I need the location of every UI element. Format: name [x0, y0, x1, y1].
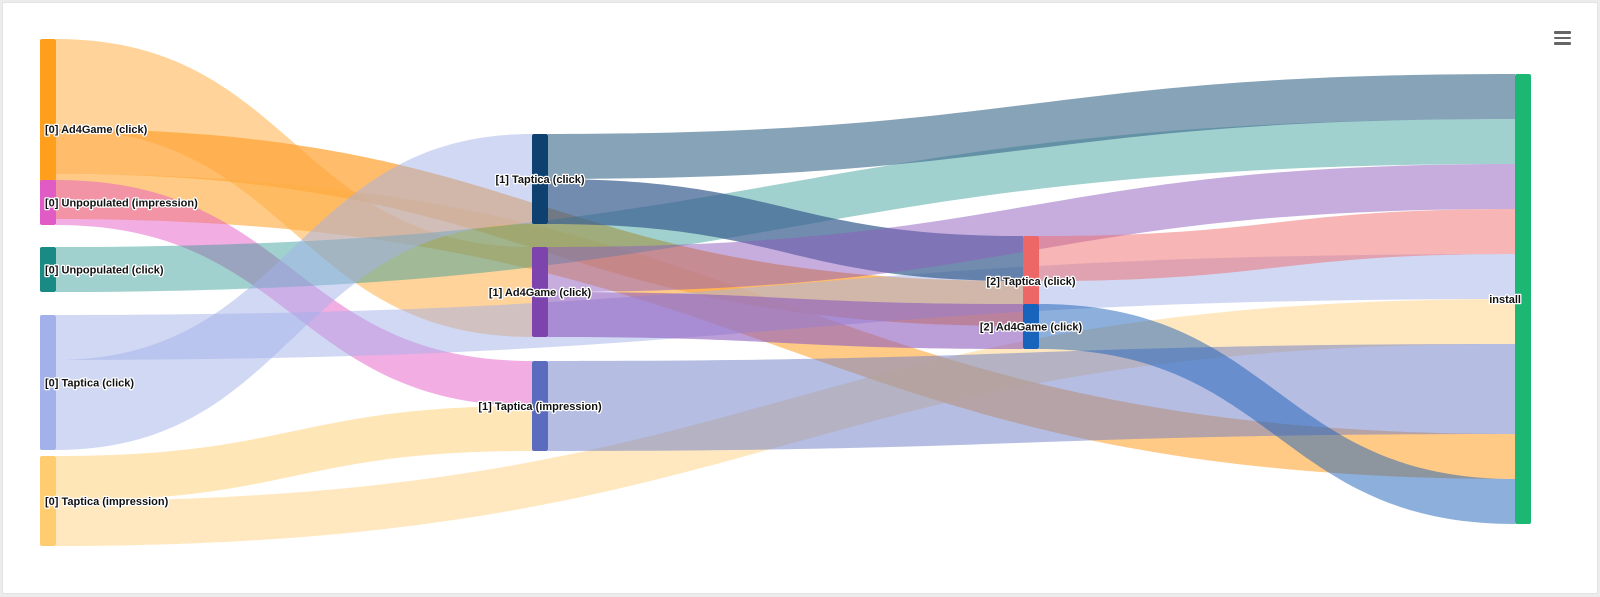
link-ad4game_click_2-to-install[interactable] — [1039, 304, 1515, 524]
sankey-labels: [0] Ad4Game (click) [0] Unpopulated (impr… — [44, 123, 1523, 510]
sankey-links — [56, 39, 1515, 546]
node-label-ad4game_click_2: [2] Ad4Game (click) — [980, 322, 1083, 334]
node-label-ad4game_click_1: [1] Ad4Game (click) — [489, 287, 592, 299]
node-label-taptica_impr_1: [1] Taptica (impression) — [478, 401, 602, 413]
node-unpop_click_0[interactable] — [40, 247, 56, 292]
sankey-nodes — [40, 39, 1531, 546]
link-taptica_click_2-to-install[interactable] — [1039, 209, 1515, 281]
link-ad4game_click_1-to-ad4game_click_2[interactable] — [548, 292, 1023, 349]
node-ad4game_click_0[interactable] — [40, 39, 56, 219]
node-install[interactable] — [1515, 74, 1531, 524]
node-ad4game_click_2[interactable] — [1023, 304, 1039, 349]
node-label-taptica_impr_0: [0] Taptica (impression) — [45, 496, 169, 508]
sankey-chart: [0] Ad4Game (click) [0] Unpopulated (impr… — [40, 39, 1531, 546]
link-ad4game_click_1-to-install[interactable] — [548, 164, 1515, 292]
node-label-taptica_click_2: [2] Taptica (click) — [986, 276, 1075, 288]
node-taptica_impr_0[interactable] — [40, 456, 56, 546]
link-taptica_click_0-to-taptica_click_1[interactable] — [56, 134, 532, 450]
node-taptica_click_0[interactable] — [40, 315, 56, 450]
hamburger-icon[interactable] — [1547, 23, 1577, 53]
link-unpop_click_0-to-install[interactable] — [56, 119, 1515, 292]
link-taptica_click_1-to-install[interactable] — [548, 74, 1515, 179]
node-taptica_click_2[interactable] — [1023, 236, 1039, 326]
node-ad4game_click_1[interactable] — [532, 247, 548, 337]
node-label-install: install — [1489, 294, 1521, 306]
node-taptica_click_1[interactable] — [532, 134, 548, 224]
node-label-unpop_click_0: [0] Unpopulated (click) — [45, 265, 164, 277]
node-unpop_impr_0[interactable] — [40, 180, 56, 225]
node-taptica_impr_1[interactable] — [532, 361, 548, 451]
node-label-unpop_impr_0: [0] Unpopulated (impression) — [45, 198, 198, 210]
node-label-taptica_click_0: [0] Taptica (click) — [45, 378, 134, 390]
node-label-taptica_click_1: [1] Taptica (click) — [495, 174, 584, 186]
link-taptica_impr_0-to-taptica_impr_1[interactable] — [56, 406, 532, 501]
node-label-ad4game_click_0: [0] Ad4Game (click) — [45, 124, 148, 136]
